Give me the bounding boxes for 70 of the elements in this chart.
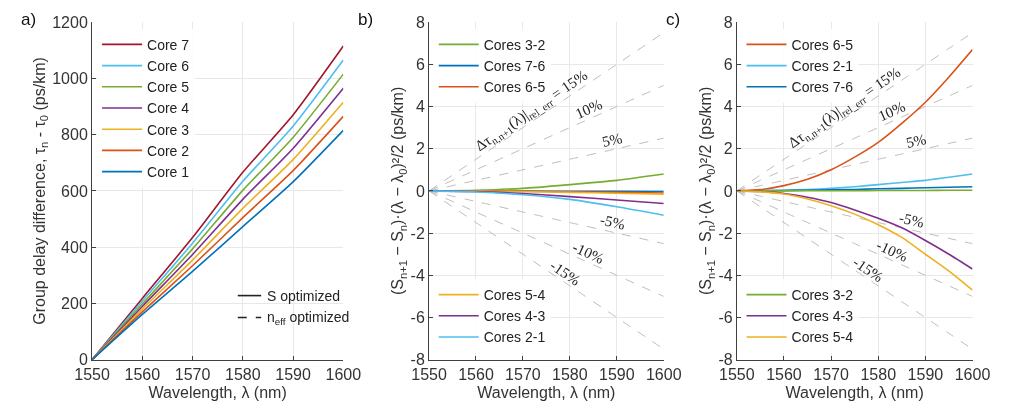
x-tick-label: 1560 [766,365,802,383]
legend-label: Cores 3-2 [483,36,546,53]
y-tick-label: -2 [410,224,425,242]
legend-label: Cores 2-1 [483,329,546,346]
annotation: -5% [598,211,627,233]
x-tick-label: 1580 [860,365,897,383]
legend-label: Core 3 [147,121,190,138]
y-tick-label: 800 [61,126,88,144]
annotation: 5% [600,130,624,151]
x-tick-label: 1570 [505,365,541,383]
y-tick-label: 0 [723,182,733,200]
annotation: 5% [904,130,928,151]
chart-title: b) [358,10,374,29]
y-tick-label: 2 [415,140,425,158]
legend-label: Core 1 [147,164,190,181]
legend-label: Core 5 [147,79,190,96]
y-tick-label: -4 [718,266,733,284]
legend-label: Cores 4-3 [483,308,546,325]
legend-label: Cores 6-5 [483,79,546,96]
x-tick-label: 1600 [645,365,682,383]
legend-label: Core 6 [147,58,190,75]
x-tick-label: 1590 [599,365,635,383]
y-tick-label: 200 [61,295,88,313]
x-tick-label: 1590 [275,365,311,383]
legend-label: Cores 7-6 [791,79,854,96]
y-tick-label: 2 [723,140,733,158]
x-tick-label: 1580 [552,365,588,383]
x-tick-label: 1590 [907,365,944,383]
y-tick-label: 8 [723,13,733,31]
legend-label: Core 7 [147,36,190,53]
y-tick-label: -6 [718,309,733,327]
legend-label: Cores 2-1 [791,58,854,75]
y-tick-label: 1000 [52,69,88,87]
x-tick-label: 1560 [124,365,161,383]
legend-label: Cores 5-4 [791,329,854,346]
y-tick-label: 1200 [52,13,88,31]
y-tick-label: 4 [723,98,733,116]
y-tick-label: -4 [410,266,425,284]
x-axis-title: Wavelength, λ (nm) [785,383,924,401]
y-tick-label: 600 [61,182,88,200]
chart-title: a) [21,10,37,29]
y-tick-label: 8 [415,13,425,31]
y-tick-label: 6 [415,55,425,73]
annotation: S optimized [267,288,341,304]
annotation: -5% [897,209,926,231]
legend-label: Cores 7-6 [483,58,546,75]
x-tick-label: 1600 [325,365,362,383]
legend-label: Cores 5-4 [483,287,546,304]
x-tick-label: 1570 [813,365,849,383]
annotation: n$_{eff}$ optimized [267,309,350,327]
y-tick-label: -2 [718,224,733,242]
annotation: 10% [572,96,605,122]
y-tick-label: 6 [723,55,733,73]
x-tick-label: 1570 [174,365,211,383]
x-axis-title: Wavelength, λ (nm) [148,383,287,401]
legend-label: Cores 3-2 [791,287,854,304]
legend-label: Core 2 [147,142,190,159]
y-tick-label: -6 [410,309,425,327]
legend-label: Core 4 [147,100,190,117]
x-tick-label: 1600 [954,365,991,383]
y-tick-label: 400 [61,238,88,256]
y-tick-label: 4 [415,98,425,116]
x-tick-label: 1580 [225,365,261,383]
y-tick-label: 0 [415,182,425,200]
annotation: 10% [875,98,908,125]
x-axis-title: Wavelength, λ (nm) [477,383,616,401]
legend-label: Cores 4-3 [791,308,854,325]
chart-title: c) [666,10,681,29]
legend-label: Cores 6-5 [791,36,854,53]
x-tick-label: 1560 [458,365,494,383]
